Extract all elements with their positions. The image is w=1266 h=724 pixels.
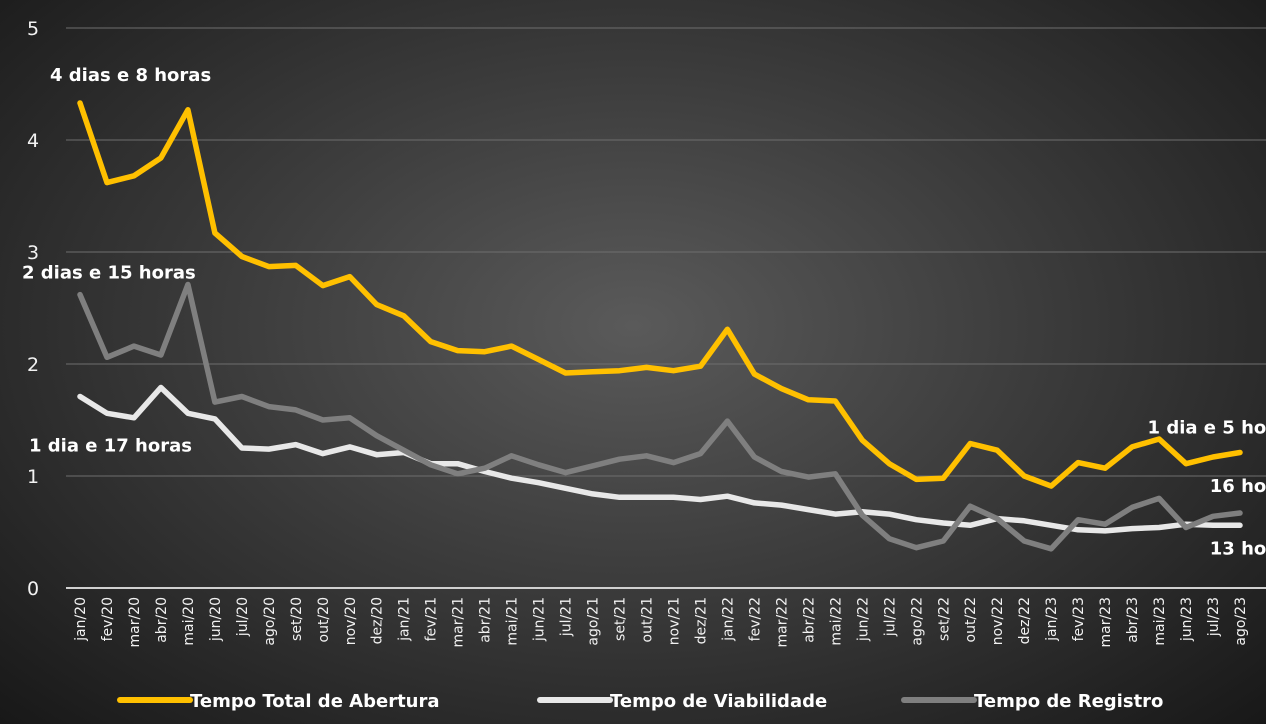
x-tick-label: abr/21 (478, 597, 494, 643)
x-tick-label: jan/23 (1044, 597, 1060, 642)
x-tick-label: nov/21 (666, 597, 682, 645)
x-tick-label: set/20 (289, 597, 305, 641)
x-tick-label: mar/23 (1098, 597, 1114, 648)
x-tick-label: jul/21 (559, 597, 575, 637)
axes: 0 1 2 3 4 5 jan/20 fev/20 mar/20 abr/20 mai/20 jun/… (27, 18, 1266, 648)
x-tick-label: mar/21 (451, 597, 467, 648)
x-tick-label: abr/23 (1125, 597, 1141, 643)
x-tick-label: dez/22 (1017, 597, 1033, 644)
legend-label: Tempo de Viabilidade (610, 691, 827, 712)
x-tick-label: fev/22 (747, 597, 763, 641)
x-tick-label: jun/21 (532, 597, 548, 642)
legend-label: Tempo de Registro (974, 691, 1163, 712)
y-tick-label: 1 (27, 466, 39, 488)
x-tick-label: nov/20 (343, 597, 359, 645)
annotations: 4 dias e 8 horas 2 dias e 15 horas 1 dia e… (22, 65, 1266, 559)
x-tick-label: jun/22 (855, 597, 871, 642)
y-tick-label: 5 (27, 18, 39, 40)
x-tick-label: jun/20 (208, 597, 224, 642)
x-tick-label: jun/23 (1179, 597, 1195, 642)
series-line-0 (77, 100, 1243, 489)
y-tick-label: 3 (27, 242, 39, 264)
y-tick-label: 2 (27, 354, 39, 376)
x-tick-label: jan/21 (397, 597, 413, 642)
series-lines (77, 100, 1243, 552)
x-tick-label: ago/23 (1233, 597, 1249, 646)
x-tick-label: dez/21 (693, 597, 709, 644)
annotation-label: 1 dia e 17 horas (29, 435, 192, 456)
x-tick-label: ago/20 (262, 597, 278, 646)
x-tick-label: fev/20 (100, 597, 116, 641)
x-tick-label: mar/22 (774, 597, 790, 648)
x-tick-label: jan/22 (720, 597, 736, 642)
x-tick-label: set/22 (936, 597, 952, 641)
annotation-label: 16 horas (1210, 476, 1266, 497)
y-tick-label: 4 (27, 130, 39, 152)
x-tick-label: mar/20 (127, 597, 143, 648)
x-tick-label: jul/23 (1206, 597, 1222, 637)
series-line-1 (77, 384, 1243, 534)
x-tick-label: out/21 (640, 597, 656, 642)
annotation-label: 4 dias e 8 horas (50, 65, 211, 86)
x-tick-label: fev/23 (1071, 597, 1087, 641)
x-tick-label: jan/20 (73, 597, 89, 642)
legend: Tempo Total de Abertura Tempo de Viabilid… (117, 691, 1163, 712)
x-tick-label: ago/21 (586, 597, 602, 646)
annotation-label: 1 dia e 5 horas (1148, 417, 1266, 438)
x-tick-label: out/22 (963, 597, 979, 642)
x-tick-label: out/20 (316, 597, 332, 642)
x-tick-label: mai/22 (828, 597, 844, 646)
x-tick-label: jul/22 (882, 597, 898, 637)
y-tick-label: 0 (27, 578, 39, 600)
x-tick-label: mai/23 (1152, 597, 1168, 646)
x-tick-label: jul/20 (235, 597, 251, 637)
series-line-2 (77, 281, 1243, 552)
x-tick-label: abr/20 (154, 597, 170, 643)
x-tick-label: mai/20 (181, 597, 197, 646)
annotation-label: 13 horas (1210, 538, 1266, 559)
x-tick-label: fev/21 (424, 597, 440, 641)
legend-label: Tempo Total de Abertura (190, 691, 440, 712)
x-tick-label: dez/20 (370, 597, 386, 644)
x-tick-label: ago/22 (909, 597, 925, 646)
gridlines (66, 27, 1266, 477)
x-tick-label: abr/22 (801, 597, 817, 643)
x-tick-label: nov/22 (990, 597, 1006, 645)
x-tick-label: set/21 (613, 597, 629, 641)
annotation-label: 2 dias e 15 horas (22, 263, 196, 284)
x-tick-label: mai/21 (505, 597, 521, 646)
